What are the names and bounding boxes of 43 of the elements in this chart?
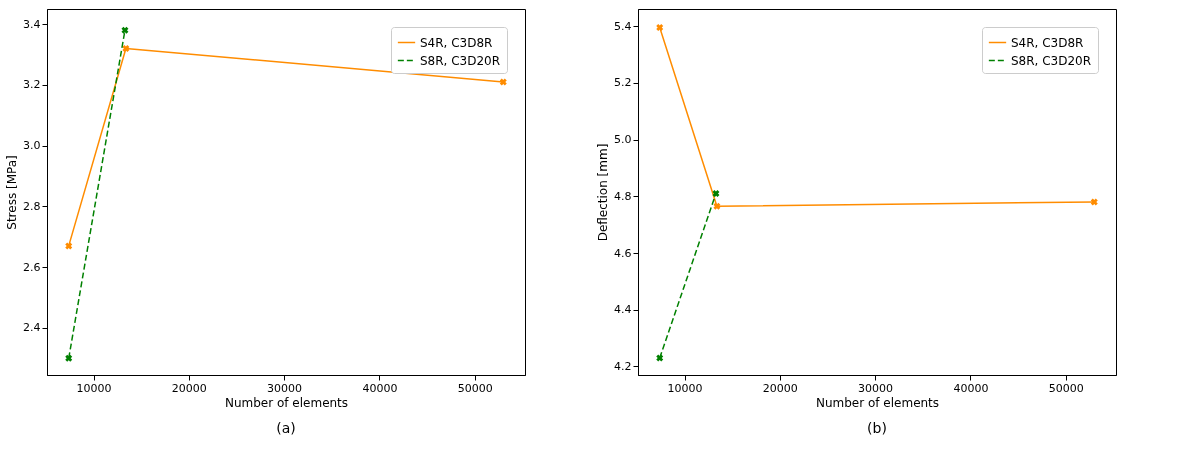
y-tick-label: 4.8	[614, 189, 632, 203]
legend-label: S4R, C3D8R	[420, 35, 493, 50]
y-tick-label: 2.4	[23, 321, 41, 335]
point	[65, 354, 73, 362]
x-axis-title: Number of elements	[815, 395, 940, 410]
x-tick-label: 30000	[267, 381, 303, 395]
x-tick-label: 50000	[1048, 381, 1084, 395]
x-axis-title: Number of elements	[224, 395, 349, 410]
point	[121, 26, 129, 34]
point	[656, 354, 664, 362]
y-axis-title: Deflection [mm]	[596, 143, 611, 242]
x-tick-label: 20000	[171, 381, 207, 395]
x-tick-label: 50000	[457, 381, 493, 395]
point	[65, 242, 73, 250]
point	[713, 202, 721, 210]
x-tick-label: 10000	[76, 381, 112, 395]
x-tick-label: 40000	[953, 381, 989, 395]
y-tick-label: 5.0	[614, 133, 632, 147]
y-tick-label: 5.2	[614, 76, 632, 90]
text: (b)	[867, 420, 887, 436]
x-tick-label: 40000	[362, 381, 398, 395]
y-tick-label: 5.4	[614, 19, 632, 33]
legend-label: S8R, C3D20R	[420, 53, 501, 68]
y-tick-label: 4.2	[614, 359, 632, 373]
x-tick-label: 30000	[858, 381, 894, 395]
y-tick-label: 4.6	[614, 246, 632, 260]
y-tick-label: 2.8	[23, 199, 41, 213]
legend-label: S8R, C3D20R	[1011, 53, 1092, 68]
y-tick-label: 3.0	[23, 139, 41, 153]
y-tick-label: 3.4	[23, 17, 41, 31]
y-tick-label: 4.4	[614, 303, 632, 317]
y-axis-title: Stress [MPa]	[5, 155, 20, 230]
legend-label: S4R, C3D8R	[1011, 35, 1084, 50]
point	[656, 23, 664, 31]
x-tick-label: 10000	[667, 381, 703, 395]
point	[499, 78, 507, 86]
y-tick-label: 2.6	[23, 260, 41, 274]
point	[1090, 198, 1098, 206]
point	[712, 189, 720, 197]
text: (a)	[276, 420, 296, 436]
y-tick-label: 3.2	[23, 78, 41, 92]
x-tick-label: 20000	[762, 381, 798, 395]
point	[122, 44, 130, 52]
